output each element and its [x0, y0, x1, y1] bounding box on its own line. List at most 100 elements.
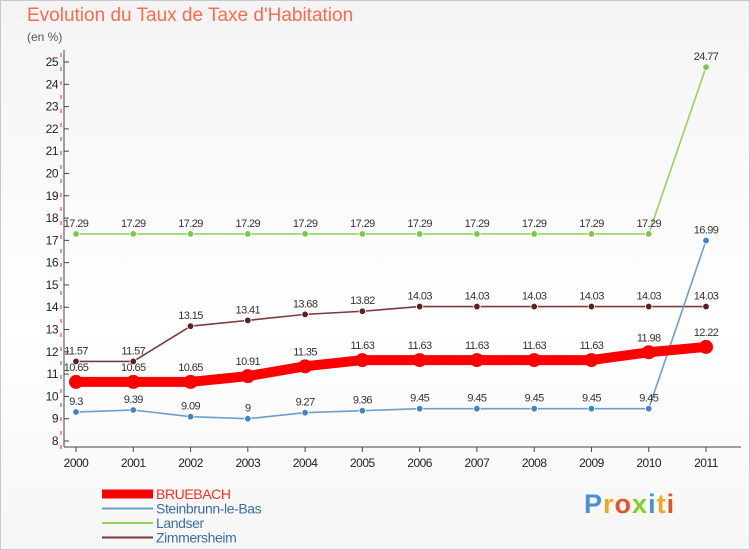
data-point-zimmersheim [244, 316, 252, 325]
data-point-landser [301, 230, 309, 238]
data-point-bruebach [641, 345, 656, 360]
data-label-landser: 17.29 [293, 218, 318, 230]
proxiti-logo-letter: i [666, 489, 676, 519]
data-point-bruebach [183, 374, 198, 389]
data-point-steinbrunn-le-bas [72, 408, 80, 416]
y-tick-label: 12 [46, 345, 59, 359]
proxiti-logo-letter: i [648, 489, 657, 519]
data-label-bruebach: 10.65 [64, 362, 89, 374]
data-point-bruebach [412, 353, 427, 368]
y-tick-label: 25 [46, 55, 59, 69]
data-label-bruebach: 12.22 [694, 327, 719, 339]
data-point-zimmersheim [473, 302, 481, 311]
data-point-bruebach [469, 353, 484, 368]
data-label-bruebach: 11.98 [637, 332, 661, 344]
data-point-zimmersheim [301, 310, 309, 319]
data-point-bruebach [69, 374, 83, 389]
data-point-steinbrunn-le-bas [358, 406, 367, 415]
data-point-zimmersheim [530, 302, 538, 311]
data-label-zimmersheim: 13.15 [178, 310, 203, 322]
data-label-steinbrunn-le-bas: 9.45 [639, 393, 658, 405]
proxiti-logo-letter: x [632, 489, 649, 519]
data-label-steinbrunn-le-bas: 9.45 [525, 393, 544, 405]
data-label-bruebach: 11.63 [580, 340, 604, 352]
data-label-bruebach: 11.63 [465, 340, 489, 352]
data-label-zimmersheim: 14.03 [694, 291, 719, 303]
series-line-bruebach [71, 341, 711, 387]
proxiti-logo-letter: o [614, 489, 633, 519]
data-point-bruebach [699, 339, 713, 354]
x-tick-label: 2000 [64, 456, 90, 470]
data-label-zimmersheim: 11.57 [64, 345, 88, 357]
x-tick-label: 2001 [121, 456, 147, 470]
data-label-bruebach: 10.65 [178, 362, 203, 374]
data-point-landser [72, 230, 80, 238]
data-point-zimmersheim [129, 357, 137, 366]
unit-label: (en %) [27, 30, 63, 44]
data-label-landser: 17.29 [522, 218, 547, 230]
data-point-landser [473, 230, 481, 238]
data-label-bruebach: 11.63 [351, 340, 375, 352]
y-tick-label: 21 [46, 144, 59, 158]
data-point-landser [358, 230, 367, 238]
data-label-zimmersheim: 13.68 [293, 298, 318, 310]
legend-label-bruebach: BRUEBACH [156, 486, 231, 502]
x-tick-label: 2008 [522, 456, 548, 470]
x-tick-label: 2007 [465, 456, 491, 470]
y-tick-label: 8 [52, 434, 59, 448]
legend-label-steinbrunn-le-bas: Steinbrunn-le-Bas [156, 501, 262, 517]
legend-label-zimmersheim: Zimmersheim [156, 530, 236, 546]
data-label-zimmersheim: 13.41 [236, 304, 261, 316]
data-label-steinbrunn-le-bas: 9.09 [181, 401, 200, 413]
data-point-landser [186, 230, 195, 238]
data-label-landser: 17.29 [64, 218, 89, 230]
data-label-landser: 17.29 [465, 218, 490, 230]
data-point-steinbrunn-le-bas [301, 408, 309, 417]
y-tick-label: 23 [46, 100, 59, 114]
data-point-landser [702, 63, 710, 71]
x-tick-label: 2009 [579, 456, 605, 470]
data-point-steinbrunn-le-bas [530, 404, 538, 413]
data-point-zimmersheim [587, 302, 596, 311]
x-tick-label: 2004 [293, 456, 319, 470]
data-point-bruebach [298, 359, 313, 374]
data-label-zimmersheim: 13.82 [350, 295, 375, 307]
data-label-bruebach: 11.63 [408, 340, 432, 352]
data-label-landser: 17.29 [407, 218, 432, 230]
data-point-zimmersheim [702, 302, 710, 311]
data-label-zimmersheim: 14.03 [579, 291, 604, 303]
data-label-landser: 17.29 [236, 218, 261, 230]
data-label-zimmersheim: 14.03 [522, 291, 547, 303]
data-point-steinbrunn-le-bas [129, 406, 137, 414]
series-line-landser [75, 66, 707, 235]
data-point-steinbrunn-le-bas [186, 412, 195, 421]
x-tick-label: 2006 [407, 456, 433, 470]
data-label-bruebach: 10.91 [236, 356, 261, 368]
y-tick-label: 22 [46, 122, 59, 136]
data-label-steinbrunn-le-bas: 9.45 [582, 393, 601, 405]
data-point-bruebach [126, 374, 141, 389]
proxiti-logo: Proxiti [584, 489, 675, 520]
data-point-steinbrunn-le-bas [415, 404, 424, 413]
series-line-zimmersheim [75, 305, 707, 363]
legend: BRUEBACHSteinbrunn-le-BasLandserZimmersh… [102, 486, 262, 546]
x-tick-label: 2010 [636, 456, 662, 470]
axes: 8 9 10 11 12 13 14 15 16 17 18 19 20 21 22 23 24 25 2000 20… [46, 50, 741, 470]
data-label-landser: 17.29 [350, 218, 375, 230]
y-tick-label: 9 [52, 412, 59, 426]
proxiti-logo-letter: r [603, 489, 615, 519]
data-label-landser: 17.29 [579, 218, 604, 230]
data-point-landser [244, 230, 252, 238]
data-point-landser [415, 230, 424, 238]
x-tick-label: 2005 [350, 456, 376, 470]
data-point-zimmersheim [415, 302, 424, 311]
y-tick-label: 14 [46, 300, 59, 314]
data-label-steinbrunn-le-bas: 9.45 [467, 393, 486, 405]
y-tick-label: 18 [46, 211, 59, 225]
data-label-steinbrunn-le-bas: 9.3 [69, 396, 83, 408]
data-label-landser: 17.29 [636, 218, 661, 230]
y-tick-label: 24 [46, 77, 59, 91]
data-point-bruebach [240, 369, 255, 384]
chart-title: Evolution du Taux de Taxe d'Habitation [27, 5, 354, 26]
